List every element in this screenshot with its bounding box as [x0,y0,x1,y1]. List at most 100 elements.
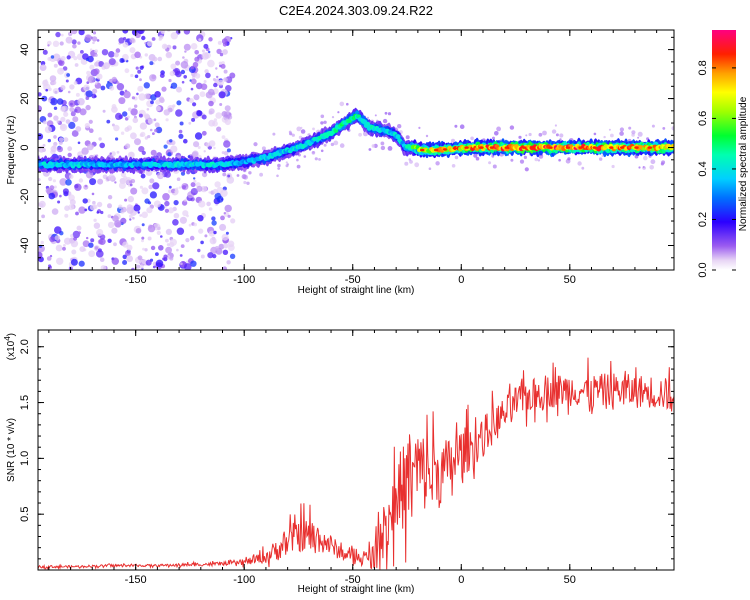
spectrogram-noise-cell [124,68,130,74]
spectrogram-noise-cell [181,80,185,84]
spectrogram-noise-cell [157,226,161,231]
spectrogram-noise-cell [408,158,412,161]
spectrogram-ridge-cell [356,114,361,119]
spectrogram-noise-cell [129,37,135,43]
spectrogram-noise-cell [68,100,76,108]
spectrogram-noise-cell [220,63,226,69]
spectrogram-noise-cell [405,135,410,140]
spectrogram-noise-cell [98,137,102,141]
spectrogram-noise-cell [63,244,66,247]
spectrogram-noise-cell [311,151,316,155]
spectrogram-noise-cell [96,39,100,42]
spectrogram-noise-cell [39,64,47,71]
spectrogram-noise-cell [53,63,58,68]
spectrogram-noise-cell [96,228,104,237]
spectrogram-noise-cell [49,236,56,243]
spectrogram-noise-cell [219,52,224,57]
spectrogram-noise-cell [147,118,154,125]
spectrogram-noise-cell [186,170,191,175]
spectrogram-noise-cell [136,264,141,269]
spectrogram-noise-cell [196,185,203,192]
spectrogram-noise-cell [99,257,105,263]
spectrogram-peak-cell [578,146,583,149]
spectrogram-noise-cell [201,130,207,136]
spectrogram-noise-cell [53,185,57,189]
spectrogram-noise-cell [137,85,144,92]
spectrogram-noise-cell [435,161,440,166]
spectrogram-noise-cell [127,195,134,203]
spectrogram-noise-cell [151,37,156,41]
spectrogram-noise-cell [124,127,130,132]
spectrogram-noise-cell [492,164,497,169]
spectrogram-noise-cell [65,36,73,44]
spectrogram-x-label: Height of straight line (km) [298,285,415,296]
spectrogram-noise-cell [314,157,318,161]
spectrogram-noise-cell [163,44,168,49]
spectrogram-noise-cell [182,56,185,59]
spectrogram-noise-cell [130,73,134,78]
spectrogram-noise-cell [220,189,228,197]
spectrogram-noise-cell [139,78,142,82]
spectrogram-noise-cell [215,112,222,119]
spectrogram-noise-cell [183,30,191,35]
spectrogram-noise-cell [470,136,474,141]
spectrogram-noise-cell [41,64,45,68]
spectrogram-noise-cell [152,182,160,190]
spectrogram-noise-cell [183,138,188,144]
spectrogram-noise-cell [93,218,97,222]
spectrogram-noise-cell [190,78,197,85]
spectrogram-noise-cell [67,152,72,158]
spectrogram-ridge-cell [395,134,401,140]
spectrogram-noise-cell [221,151,225,155]
spectrogram-y-ticks: 40 20 0 -20 -40 [19,36,674,259]
spectrogram-peak-cell [479,146,484,149]
spectrogram-noise-cell [139,185,143,189]
spectrogram-noise-cell [138,146,145,153]
spectrogram-peak-cell [531,146,536,149]
spectrogram-peak-cell [565,146,571,149]
spectrogram-noise-cell [161,86,167,92]
spectrogram-noise-cell [190,182,196,188]
spectrogram-noise-cell [53,135,57,139]
spectrogram-noise-cell [196,34,204,42]
spectrogram-noise-cell [190,87,194,91]
spectrogram-peak-cell [647,146,653,149]
spectrogram-noise-cell [138,93,146,101]
spectrogram-noise-cell [222,266,227,270]
spectrogram-noise-cell [120,172,126,178]
spectrogram-noise-cell [75,211,79,216]
spectrogram-noise-cell [213,118,218,122]
spectrogram-noise-cell [141,187,149,195]
spectrogram-noise-cell [418,126,421,129]
spectrogram-noise-cell [154,128,158,133]
spectrogram-noise-cell [73,56,78,61]
spectrogram-noise-cell [82,198,88,204]
spectrogram-noise-cell [188,258,193,262]
spectrogram-noise-cell [272,132,276,136]
spectrogram-noise-cell [163,109,170,116]
spectrogram-noise-cell [193,141,200,148]
spectrogram-noise-cell [221,38,228,45]
spectrogram-noise-cell [650,159,656,165]
spectrogram-noise-cell [577,161,582,166]
spectrogram-noise-cell [66,73,70,77]
spectrogram-noise-cell [126,115,130,119]
x-tick-label: 0 [458,574,464,586]
spectrogram-noise-cell [333,140,339,146]
spectrogram-noise-cell [116,83,125,91]
spectrogram-noise-cell [55,244,63,252]
spectrogram-noise-cell [593,132,597,136]
spectrogram-noise-cell [80,50,84,54]
spectrogram-noise-cell [137,30,145,35]
spectrogram-noise-cell [208,230,215,237]
spectrogram-noise-cell [631,130,636,135]
spectrogram-peak-cell [609,146,614,149]
spectrogram-noise-cell [142,247,145,251]
spectrogram-noise-cell [78,260,85,267]
spectrogram-noise-cell [77,141,81,145]
spectrogram-noise-cell [203,150,206,153]
spectrogram-noise-cell [135,66,139,70]
spectrogram-noise-cell [45,88,48,92]
spectrogram-noise-cell [454,124,458,128]
spectrogram-noise-cell [102,109,106,113]
